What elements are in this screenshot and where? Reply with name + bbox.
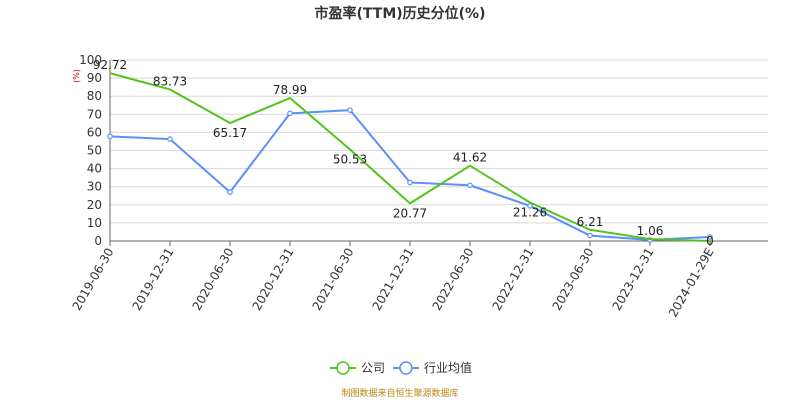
source-note: 制图数据来自恒生聚源数据库 [341, 387, 458, 399]
y-tick-label: 40 [87, 162, 102, 176]
legend-item-industry-average[interactable]: 行业均值 [393, 360, 472, 375]
x-tick-label: 2019-12-31 [130, 246, 177, 313]
series-line-industry-average [109, 109, 711, 241]
series-layer [107, 72, 713, 243]
data-point-industry-average[interactable] [287, 110, 293, 117]
x-tick-label: 2020-12-31 [250, 246, 297, 313]
data-label-company: 41.62 [453, 151, 487, 165]
y-axis-unit-label: (%) [72, 69, 81, 83]
x-tick-label: 2020-06-30 [190, 246, 237, 313]
gridlines [110, 59, 768, 224]
data-label-company: 21.26 [513, 206, 547, 220]
y-tick-label: 90 [87, 71, 102, 85]
data-labels: 92.72 83.73 65.17 78.99 50.53 20.77 41.62 21.26… [93, 58, 714, 248]
data-point-industry-average[interactable] [167, 136, 173, 142]
x-tick-label: 2022-06-30 [430, 246, 477, 313]
x-tick-label: 2021-06-30 [310, 246, 357, 313]
x-tick-label: 2023-12-31 [610, 246, 657, 313]
data-label-company: 78.99 [273, 83, 307, 97]
x-tick-label: 2019-06-30 [70, 246, 117, 313]
x-tick-label: 2021-12-31 [370, 246, 417, 313]
data-label-company: 50.53 [333, 153, 367, 167]
y-tick-label: 0 [94, 234, 102, 248]
y-tick-label: 100 [79, 53, 102, 67]
legend-label-company: 公司 [361, 361, 385, 375]
data-point-industry-average[interactable] [587, 232, 593, 239]
series-line-company [109, 72, 711, 242]
legend: 公司 行业均值 [330, 360, 472, 375]
y-tick-label: 10 [87, 216, 102, 230]
y-tick-label: 60 [87, 125, 102, 139]
legend-marker-industry-average [399, 361, 413, 375]
x-tick-label: 2024-01-29E [666, 246, 717, 320]
y-tick-label: 20 [87, 198, 102, 212]
legend-label-industry-average: 行业均值 [424, 360, 472, 375]
legend-marker-company [336, 361, 350, 375]
chart-title: 市盈率(TTM)历史分位(%) [315, 5, 486, 22]
data-label-company: 65.17 [213, 126, 247, 140]
data-point-industry-average[interactable] [227, 189, 233, 195]
x-tick-label: 2022-12-31 [490, 246, 537, 313]
data-point-industry-average[interactable] [527, 203, 533, 209]
data-label-company: 6.21 [577, 215, 604, 229]
data-label-company: 0 [706, 234, 714, 248]
data-point-industry-average[interactable] [467, 182, 473, 189]
data-label-company: 92.72 [93, 58, 127, 72]
data-label-company: 20.77 [393, 206, 427, 220]
x-tick-label: 2023-06-30 [550, 246, 597, 313]
data-point-industry-average[interactable] [347, 107, 353, 113]
data-label-company: 83.73 [153, 74, 187, 88]
data-point-industry-average[interactable] [407, 179, 413, 186]
y-tick-label: 70 [87, 107, 102, 121]
data-point-industry-average[interactable] [707, 234, 713, 240]
y-tick-label: 80 [87, 89, 102, 103]
data-label-company: 1.06 [637, 224, 664, 238]
y-tick-label: 50 [87, 144, 102, 158]
legend-item-company[interactable]: 公司 [330, 361, 385, 375]
y-tick-label: 30 [87, 180, 102, 194]
data-point-industry-average[interactable] [107, 133, 113, 140]
